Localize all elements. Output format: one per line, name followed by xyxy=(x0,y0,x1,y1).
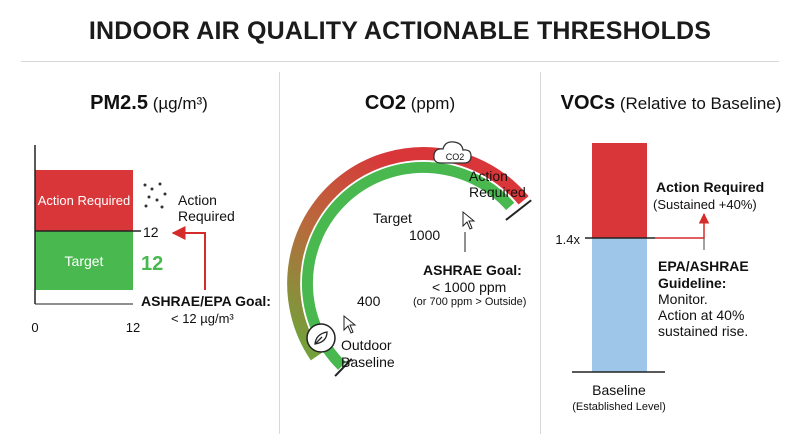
cloud-icon xyxy=(433,141,472,164)
pm25-panel-title: PM2.5 (µg/m³) xyxy=(19,92,279,115)
title-divider xyxy=(21,61,779,62)
vocs-action-arrow xyxy=(655,212,710,239)
co2-tick-1000: 1000 xyxy=(409,227,440,243)
co2-tick-400: 400 xyxy=(357,293,381,309)
particles-icon-dot-6 xyxy=(144,204,148,208)
co2-cursor-icon-low xyxy=(343,314,357,334)
vocs-guideline-0: EPA/ASHRAE xyxy=(658,258,749,274)
pm25-action-annotation-1: Required xyxy=(178,208,235,224)
vocs-action-sub: (Sustained +40%) xyxy=(653,197,757,212)
co2-cursor-icon-high xyxy=(462,210,476,230)
page-title: INDOOR AIR QUALITY ACTIONABLE THRESHOLDS xyxy=(88,17,712,45)
pm25-action-band xyxy=(35,170,133,231)
particles-icon-dot-2 xyxy=(158,182,162,186)
vocs-threshold-label: 1.4x xyxy=(555,232,580,247)
vocs-baseline-label: Baseline xyxy=(592,382,646,398)
pm25-goal-arrow xyxy=(171,226,206,290)
particles-icon-dot-1 xyxy=(150,187,154,191)
co2-goal-title: ASHRAE Goal: xyxy=(423,262,522,278)
vocs-guideline-2: Monitor. xyxy=(658,291,708,307)
particles-icon-dot-7 xyxy=(160,205,164,209)
vocs-baseline-segment xyxy=(592,238,647,372)
co2-badge-text: CO2 xyxy=(446,152,465,162)
vocs-guideline-1: Guideline: xyxy=(658,275,726,291)
panel-divider-1 xyxy=(279,72,280,434)
vocs-name: VOCs xyxy=(560,92,616,114)
co2-goal-note: (or 700 ppm > Outside) xyxy=(413,296,526,308)
pm25-goal-title: ASHRAE/EPA Goal: xyxy=(141,293,271,309)
co2-low-caption-0: Outdoor xyxy=(341,337,392,353)
leaf-icon-shape xyxy=(314,331,328,345)
pm25-value-label: 12 xyxy=(141,253,163,275)
vocs-guideline-3: Action at 40% xyxy=(658,307,744,323)
pm25-name: PM2.5 xyxy=(90,92,148,114)
co2-goal-line: < 1000 ppm xyxy=(432,279,506,295)
particles-icon-dot-3 xyxy=(147,195,151,199)
particles-icon-dot-5 xyxy=(163,192,167,196)
pm25-target-band-label: Target xyxy=(65,253,104,269)
vocs-baseline-sub: (Established Level) xyxy=(572,401,666,413)
pm25-tick-12: 12 xyxy=(126,320,140,335)
co2-tick-low xyxy=(334,358,353,377)
vocs-unit: (Relative to Baseline) xyxy=(619,94,782,113)
vocs-action-title: Action Required xyxy=(656,179,764,195)
pm25-goal-text: < 12 µg/m³ xyxy=(171,311,234,326)
vocs-action-segment xyxy=(592,143,647,238)
co2-panel-title: CO2 (ppm) xyxy=(280,92,540,115)
co2-outer-arc xyxy=(287,147,529,361)
pm25-tick-0: 0 xyxy=(31,320,38,335)
co2-tick-high xyxy=(505,199,532,221)
vocs-panel-title: VOCs (Relative to Baseline) xyxy=(541,92,800,115)
particles-icon-dot-4 xyxy=(155,198,159,202)
co2-name: CO2 xyxy=(364,92,406,114)
panel-divider-2 xyxy=(540,72,541,434)
pm25-target-band xyxy=(35,231,133,290)
particles-icon-dot-0 xyxy=(143,183,147,187)
co2-action-label-1: Required xyxy=(469,184,526,200)
co2-target-arc xyxy=(301,161,515,370)
co2-target-label: Target xyxy=(373,210,412,226)
co2-low-caption-1: Baseline xyxy=(341,354,395,370)
pm25-action-band-label: Action Required xyxy=(38,193,131,208)
pm25-unit: (µg/m³) xyxy=(152,94,208,113)
vocs-guideline-4: sustained rise. xyxy=(658,323,748,339)
co2-unit: (ppm) xyxy=(410,94,456,113)
pm25-threshold-label: 12 xyxy=(143,224,159,240)
co2-action-label-0: Action xyxy=(469,168,508,184)
pm25-action-annotation-0: Action xyxy=(178,192,217,208)
